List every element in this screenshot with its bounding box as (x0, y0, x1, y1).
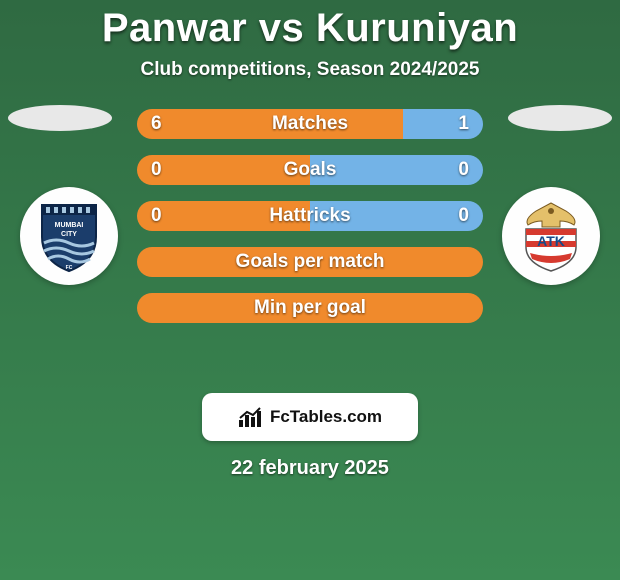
stage: MUMBAI CITY FC ATK 61Matches 00Goals 00Hat… (0, 109, 620, 389)
comparison-infographic: Panwar vs Kuruniyan Club competitions, S… (0, 0, 620, 580)
bar-row-matches: 61Matches (137, 109, 483, 139)
svg-text:FC: FC (66, 265, 73, 271)
crest-right-svg: ATK (512, 197, 590, 275)
fctables-card: FcTables.com (202, 393, 418, 441)
bar-row-goals: 00Goals (137, 155, 483, 185)
bar-metric-label: Min per goal (137, 293, 483, 323)
halo-right (508, 105, 612, 131)
crest-left-svg: MUMBAI CITY FC (30, 197, 108, 275)
fctables-label: FcTables.com (270, 407, 382, 427)
bar-metric-label: Matches (137, 109, 483, 139)
bar-row-min-per-goal: Min per goal (137, 293, 483, 323)
crest-right: ATK (502, 187, 600, 285)
bar-row-goals-per-match: Goals per match (137, 247, 483, 277)
bar-row-hattricks: 00Hattricks (137, 201, 483, 231)
bars-container: 61Matches 00Goals 00Hattricks Goals per mat… (137, 109, 483, 339)
crest-left: MUMBAI CITY FC (20, 187, 118, 285)
bar-metric-label: Hattricks (137, 201, 483, 231)
bar-metric-label: Goals (137, 155, 483, 185)
svg-text:ATK: ATK (537, 233, 565, 249)
halo-left (8, 105, 112, 131)
bar-metric-label: Goals per match (137, 247, 483, 277)
page-title: Panwar vs Kuruniyan (0, 0, 620, 51)
svg-text:CITY: CITY (61, 231, 77, 238)
date-label: 22 february 2025 (0, 457, 620, 480)
subtitle: Club competitions, Season 2024/2025 (0, 59, 620, 81)
fctables-icon (238, 406, 264, 428)
svg-text:MUMBAI: MUMBAI (55, 222, 84, 229)
